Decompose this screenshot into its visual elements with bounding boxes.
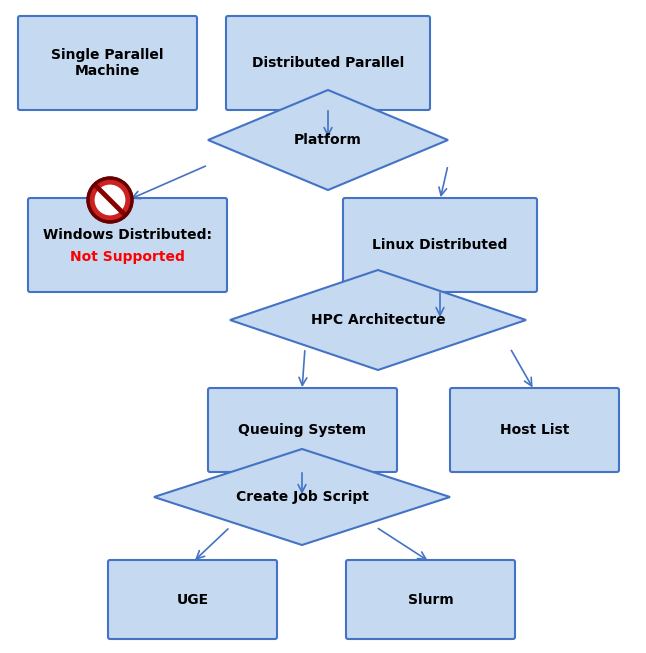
Text: Host List: Host List bbox=[500, 423, 569, 437]
FancyBboxPatch shape bbox=[450, 388, 619, 472]
Text: HPC Architecture: HPC Architecture bbox=[311, 313, 445, 327]
Polygon shape bbox=[154, 449, 450, 545]
FancyBboxPatch shape bbox=[108, 560, 277, 639]
FancyBboxPatch shape bbox=[346, 560, 515, 639]
Text: Not Supported: Not Supported bbox=[70, 250, 185, 264]
Text: UGE: UGE bbox=[176, 592, 209, 607]
Text: Create Job Script: Create Job Script bbox=[236, 490, 368, 504]
Text: Distributed Parallel: Distributed Parallel bbox=[252, 56, 404, 70]
FancyBboxPatch shape bbox=[226, 16, 430, 110]
Circle shape bbox=[94, 185, 125, 215]
Polygon shape bbox=[208, 90, 448, 190]
Circle shape bbox=[88, 178, 132, 222]
Text: Linux Distributed: Linux Distributed bbox=[372, 238, 508, 252]
Text: Windows Distributed:: Windows Distributed: bbox=[43, 228, 212, 242]
FancyBboxPatch shape bbox=[28, 198, 227, 292]
Text: Platform: Platform bbox=[294, 133, 362, 147]
Text: Slurm: Slurm bbox=[408, 592, 453, 607]
FancyBboxPatch shape bbox=[343, 198, 537, 292]
Polygon shape bbox=[230, 270, 526, 370]
Text: Single Parallel
Machine: Single Parallel Machine bbox=[51, 48, 163, 78]
FancyBboxPatch shape bbox=[208, 388, 397, 472]
Text: Queuing System: Queuing System bbox=[238, 423, 366, 437]
Circle shape bbox=[88, 178, 132, 222]
FancyBboxPatch shape bbox=[18, 16, 197, 110]
